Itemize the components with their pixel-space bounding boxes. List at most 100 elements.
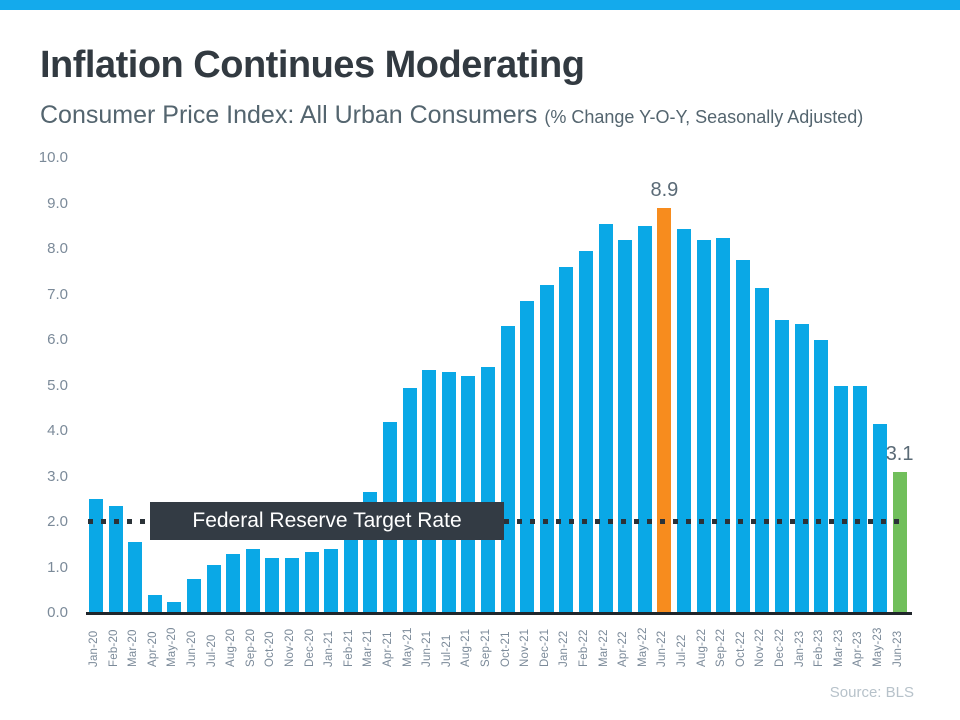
bar-Oct-21	[500, 326, 515, 613]
y-axis-tick-label: 10.0	[38, 149, 68, 166]
bar-Apr-22	[618, 239, 633, 613]
x-axis-tick-label: Jul-21	[440, 634, 453, 667]
bar-Nov-22	[755, 287, 770, 613]
x-axis-tick-label: Nov-20	[284, 628, 296, 667]
x-axis-tick-label: May-22	[636, 627, 649, 667]
bar-Mar-23	[833, 385, 848, 613]
bar-Dec-21	[539, 285, 554, 613]
x-axis-tick-label: Apr-20	[146, 631, 159, 667]
x-axis-tick-label: Oct-20	[264, 631, 277, 667]
x-axis-tick-label: Oct-21	[499, 631, 512, 667]
bar-May-23	[873, 424, 887, 613]
y-axis-tick-label: 7.0	[47, 285, 68, 303]
bar-Sep-20	[245, 549, 260, 613]
y-axis-tick-label: 1.0	[47, 558, 68, 576]
bar-Feb-20	[108, 506, 123, 613]
bar-Oct-22	[735, 260, 750, 613]
bar-May-21	[402, 387, 417, 613]
y-axis-tick-label: 5.0	[47, 376, 68, 394]
x-axis-tick-label: Nov-22	[754, 628, 767, 667]
x-axis-tick-label: Sep-22	[715, 628, 728, 667]
x-axis-tick-label: Aug-21	[460, 628, 473, 667]
x-axis-tick-label: Jan-21	[323, 630, 336, 667]
y-axis-tick-label: 2.0	[47, 513, 68, 530]
x-axis-tick-label: Jan-20	[88, 630, 100, 667]
bar-Mar-22	[598, 223, 613, 613]
fed-target-rate-label: Federal Reserve Target Rate	[150, 502, 504, 540]
bar-Jun-22	[657, 208, 672, 613]
value-label-Jun-23: 3.1	[885, 442, 914, 465]
x-axis-tick-label: Aug-22	[695, 628, 708, 667]
x-axis-tick-label: Mar-22	[597, 629, 610, 667]
bar-Jun-23	[892, 471, 907, 613]
bar-Jan-23	[794, 324, 809, 613]
x-axis-tick-label: Nov-21	[519, 628, 532, 667]
x-axis-tick-label: May-23	[872, 627, 884, 667]
x-axis-tick-label: Jul-22	[676, 634, 688, 667]
bar-Aug-22	[696, 239, 711, 613]
x-axis-tick-label: Feb-20	[107, 629, 120, 667]
x-axis-tick-label: Mar-20	[127, 629, 140, 667]
bar-Jul-21	[441, 371, 456, 613]
value-label-Jun-22: 8.9	[650, 179, 679, 202]
y-axis-tick-label: 9.0	[47, 194, 68, 212]
x-axis-tick-label: Jun-21	[421, 630, 434, 667]
bar-Jul-22	[677, 228, 691, 613]
x-axis-tick-label: Apr-23	[852, 631, 865, 667]
x-axis-tick-label: Jan-23	[793, 630, 806, 667]
x-axis-tick-label: May-21	[401, 627, 414, 667]
bar-Jun-20	[187, 578, 201, 613]
x-axis-tick-label: Jan-22	[558, 630, 571, 667]
y-axis-tick-label: 3.0	[47, 467, 68, 485]
bar-Aug-21	[461, 376, 476, 613]
x-axis-tick-label: Jun-20	[186, 630, 198, 667]
bar-Apr-20	[147, 594, 162, 613]
x-axis-tick-label: Jun-22	[656, 630, 669, 667]
x-axis-tick-label: Sep-21	[480, 628, 492, 667]
bar-Jan-21	[324, 549, 339, 613]
bar-Aug-20	[226, 553, 241, 613]
bar-Nov-20	[285, 558, 299, 613]
bar-Dec-20	[304, 551, 319, 613]
x-axis-tick-label: Apr-21	[382, 631, 394, 667]
bar-Apr-23	[853, 385, 868, 613]
bar-Feb-21	[343, 540, 358, 613]
bar-Jul-20	[206, 565, 221, 613]
page-title: Inflation Continues Moderating	[40, 44, 585, 86]
x-axis-tick-label: Jun-23	[891, 630, 904, 667]
subtitle-note: (% Change Y-O-Y, Seasonally Adjusted)	[544, 107, 864, 127]
bar-Feb-22	[579, 251, 593, 613]
bar-Feb-23	[814, 340, 829, 613]
x-axis-tick-label: Dec-22	[774, 628, 786, 667]
bar-Dec-22	[775, 319, 789, 613]
source-attribution: Source: BLS	[829, 684, 914, 701]
bar-Sep-21	[481, 367, 495, 613]
bar-Oct-20	[265, 558, 280, 613]
y-axis-tick-label: 8.0	[47, 240, 68, 257]
x-axis-tick-label: Apr-22	[617, 631, 630, 667]
x-axis-line	[86, 612, 912, 615]
x-axis-tick-label: Aug-20	[225, 628, 238, 667]
x-axis-tick-label: Dec-20	[303, 628, 316, 667]
x-axis-tick-label: Feb-22	[578, 629, 590, 667]
bar-Nov-21	[520, 301, 535, 613]
x-axis-tick-label: Sep-20	[244, 628, 257, 667]
bar-Jan-22	[559, 267, 574, 613]
y-axis-tick-label: 4.0	[47, 422, 68, 439]
x-axis-tick-label: Oct-22	[734, 631, 747, 667]
top-accent-bar	[0, 0, 960, 10]
x-axis-tick-label: Dec-21	[538, 628, 551, 667]
x-axis-tick-label: May-20	[166, 627, 179, 667]
x-axis-tick-label: Mar-21	[362, 629, 375, 667]
x-axis-tick-label: Jul-20	[205, 634, 218, 667]
subtitle-main: Consumer Price Index: All Urban Consumer…	[40, 101, 538, 129]
bar-May-20	[167, 601, 182, 613]
chart-subtitle: Consumer Price Index: All Urban Consumer…	[40, 101, 940, 130]
bar-Sep-22	[716, 237, 731, 613]
bar-Jan-20	[89, 499, 103, 613]
x-axis-tick-label: Feb-23	[813, 629, 826, 667]
y-axis-tick-label: 6.0	[47, 331, 68, 348]
bar-May-22	[637, 226, 652, 613]
